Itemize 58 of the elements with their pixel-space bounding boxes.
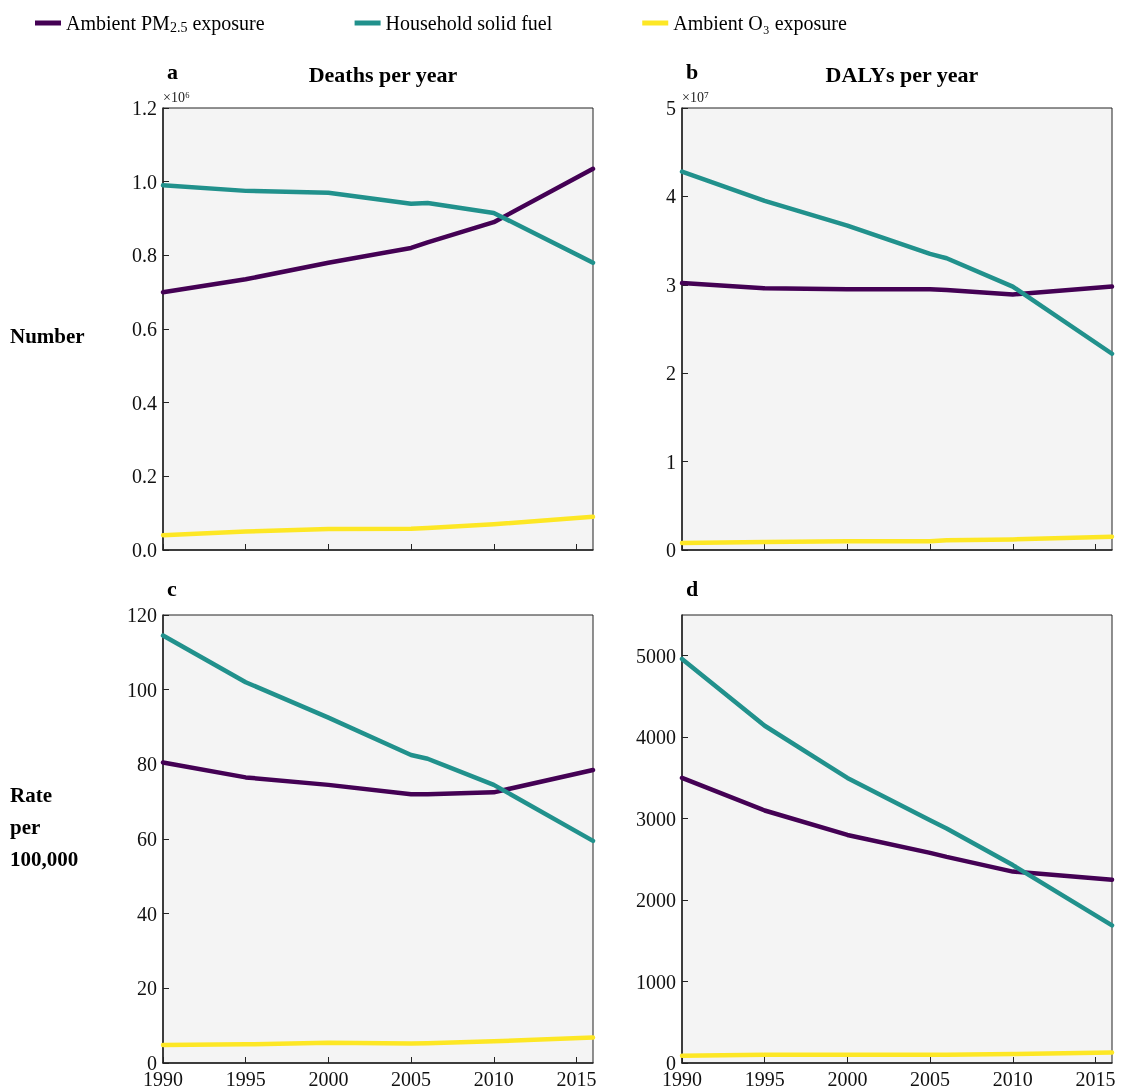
y-tick-label: 3000: [636, 807, 676, 830]
line-series: [160, 183, 596, 265]
line-series: [679, 775, 1115, 882]
y-tick-label: 3: [666, 273, 676, 296]
x-tick-label: 2005: [391, 1068, 432, 1090]
text: ×10⁶: [163, 89, 190, 105]
x-tick-label: 1995: [744, 1068, 785, 1090]
y-axis-title: Rate per 100,000: [10, 783, 79, 871]
y-tick-label: 1.2: [132, 97, 157, 119]
chart-title: Deaths per year: [308, 61, 458, 87]
y-tick-label: 1.0: [132, 170, 157, 193]
x-tick-label: 2010: [473, 1068, 514, 1090]
x-tick-label: 2015: [556, 1068, 597, 1090]
y-tick-label: 2: [666, 362, 676, 385]
x-tick-label: 2000: [308, 1068, 349, 1090]
y-tick-label: 80: [137, 753, 157, 776]
line-series: [160, 1035, 596, 1048]
y-tick-label: 0.8: [132, 244, 157, 267]
y-tick-label: 4000: [636, 726, 676, 749]
legend-label: Ambient O₃ exposure: [673, 12, 847, 35]
legend-label: Household solid fuel: [385, 12, 553, 34]
y-tick-label: 1: [666, 450, 676, 473]
x-tick-label: 2010: [992, 1068, 1033, 1090]
x-tick-label: 1995: [225, 1068, 266, 1090]
y-tick-label: 0.4: [132, 391, 157, 414]
y-tick-label: 1000: [636, 970, 676, 993]
y-tick-label: 0.2: [132, 465, 157, 488]
y-tick-label: 0.6: [132, 318, 157, 340]
y-tick-label: 4: [666, 185, 676, 208]
y-tick-label: 5: [666, 97, 676, 119]
y-axis-title: Number: [10, 323, 85, 348]
line-series: [160, 633, 596, 844]
x-tick-label: 2015: [1075, 1068, 1116, 1090]
y-tick-label: 120: [127, 604, 157, 626]
text: ×10⁷: [682, 89, 709, 105]
text: a: [167, 58, 178, 84]
y-tick-label: 2000: [636, 889, 676, 912]
line-series: [679, 280, 1115, 297]
line-series: [679, 534, 1115, 546]
x-tick-label: 2005: [910, 1068, 951, 1090]
line-series: [679, 656, 1115, 928]
line-series: [679, 169, 1115, 356]
legend-label: Ambient PM2.5 exposure: [66, 12, 265, 35]
y-tick-label: 100: [127, 678, 157, 701]
x-tick-label: 2000: [827, 1068, 868, 1090]
text: c: [167, 575, 177, 601]
text: d: [686, 575, 699, 601]
y-tick-label: 40: [137, 902, 157, 925]
y-tick-label: 0: [666, 539, 676, 561]
line-series: [160, 514, 596, 538]
y-tick-label: 0.0: [132, 539, 157, 561]
y-tick-label: 5000: [636, 644, 676, 667]
line-series: [160, 166, 596, 295]
text: b: [686, 58, 699, 84]
line-series: [160, 760, 596, 797]
chart-title: DALYs per year: [825, 61, 979, 87]
y-tick-label: 20: [137, 977, 157, 1000]
y-tick-label: 60: [137, 828, 157, 850]
